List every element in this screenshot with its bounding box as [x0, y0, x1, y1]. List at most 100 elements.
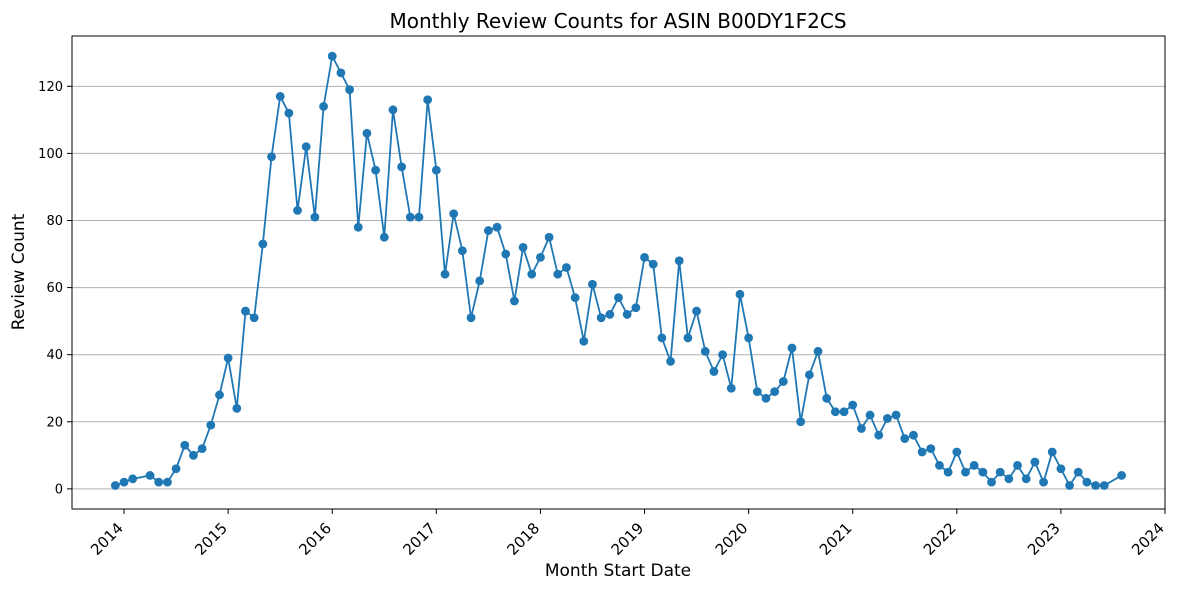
data-point — [804, 370, 814, 380]
data-point — [692, 306, 701, 316]
data-point — [830, 407, 840, 417]
data-point — [310, 212, 320, 222]
data-point — [518, 242, 528, 252]
y-tick-label: 80 — [46, 214, 63, 229]
data-point — [1021, 474, 1031, 484]
x-tick-label: 2016 — [295, 519, 335, 559]
data-point — [865, 410, 875, 420]
data-point — [588, 279, 597, 289]
x-tick-label: 2020 — [712, 519, 752, 559]
data-point — [683, 333, 693, 343]
plot-frame — [71, 35, 1166, 510]
data-point — [1073, 467, 1083, 477]
data-point — [761, 393, 771, 403]
data-point — [553, 269, 563, 279]
data-point — [1065, 481, 1074, 490]
data-point — [570, 293, 580, 303]
data-point — [475, 276, 485, 286]
data-point — [943, 467, 953, 477]
data-point — [527, 269, 537, 279]
data-point — [440, 269, 450, 279]
data-points — [110, 51, 1127, 490]
data-point — [622, 310, 632, 319]
data-point — [891, 410, 901, 420]
data-point — [466, 313, 476, 323]
data-point — [900, 434, 910, 443]
data-point — [640, 253, 649, 262]
data-point — [726, 383, 736, 393]
data-point — [562, 263, 571, 272]
data-point — [371, 165, 381, 175]
data-point — [163, 477, 172, 487]
y-tick-label: 60 — [46, 281, 63, 296]
x-tick-label: 2024 — [1128, 519, 1168, 559]
chart-title: Monthly Review Counts for ASIN B00DY1F2C… — [389, 9, 846, 33]
data-point — [700, 346, 710, 356]
data-point — [631, 303, 641, 313]
x-tick-label: 2019 — [608, 519, 648, 559]
data-point — [1030, 457, 1040, 467]
data-point — [822, 393, 832, 403]
data-point — [1082, 477, 1092, 487]
data-point — [1099, 481, 1109, 490]
data-point — [110, 481, 120, 490]
x-tick-label: 2021 — [816, 519, 856, 559]
data-point — [995, 467, 1005, 477]
data-point — [770, 387, 780, 396]
data-point — [362, 128, 372, 138]
data-point — [241, 306, 250, 316]
data-point — [284, 108, 294, 118]
data-point — [917, 447, 927, 457]
data-point — [388, 105, 398, 115]
data-point — [961, 467, 970, 477]
data-point — [709, 367, 719, 376]
data-point — [848, 400, 858, 410]
data-point — [180, 440, 190, 450]
data-point — [674, 256, 684, 266]
data-point — [744, 333, 754, 343]
data-point — [405, 212, 415, 222]
data-point — [197, 444, 207, 454]
series-line — [115, 53, 1123, 488]
data-point — [189, 450, 198, 460]
data-point — [457, 246, 467, 256]
y-axis-label: Review Count — [9, 213, 29, 330]
data-point — [397, 162, 407, 172]
data-point — [778, 377, 788, 386]
y-tick-label: 40 — [46, 348, 63, 363]
data-point — [379, 232, 389, 242]
data-point — [1004, 474, 1014, 484]
data-point — [605, 310, 615, 319]
data-point — [874, 430, 884, 440]
x-axis: 2014 2015 2016 2017 2018 2019 2020 2021 2022 2023… — [87, 509, 1168, 559]
data-point — [232, 403, 242, 413]
data-point — [1117, 471, 1127, 480]
x-tick-label: 2023 — [1024, 519, 1064, 559]
data-point — [267, 152, 276, 162]
data-point — [510, 296, 519, 306]
gridlines — [72, 85, 1165, 490]
data-point — [128, 474, 138, 484]
data-point — [301, 142, 311, 152]
x-tick-label: 2018 — [504, 519, 544, 559]
data-point — [596, 313, 606, 323]
data-point — [544, 232, 554, 242]
data-point — [856, 424, 866, 433]
data-point — [215, 390, 224, 400]
data-point — [978, 467, 988, 477]
data-point — [171, 464, 181, 474]
data-point — [648, 259, 658, 269]
data-point — [353, 222, 363, 232]
data-point — [1091, 481, 1100, 490]
data-point — [258, 239, 268, 249]
data-point — [935, 460, 944, 470]
data-point — [249, 313, 259, 323]
data-point — [492, 222, 502, 232]
data-point — [579, 336, 589, 346]
data-point — [501, 249, 511, 259]
data-point — [414, 212, 424, 222]
data-point — [718, 350, 727, 360]
data-point — [223, 353, 233, 363]
data-point — [813, 346, 823, 356]
